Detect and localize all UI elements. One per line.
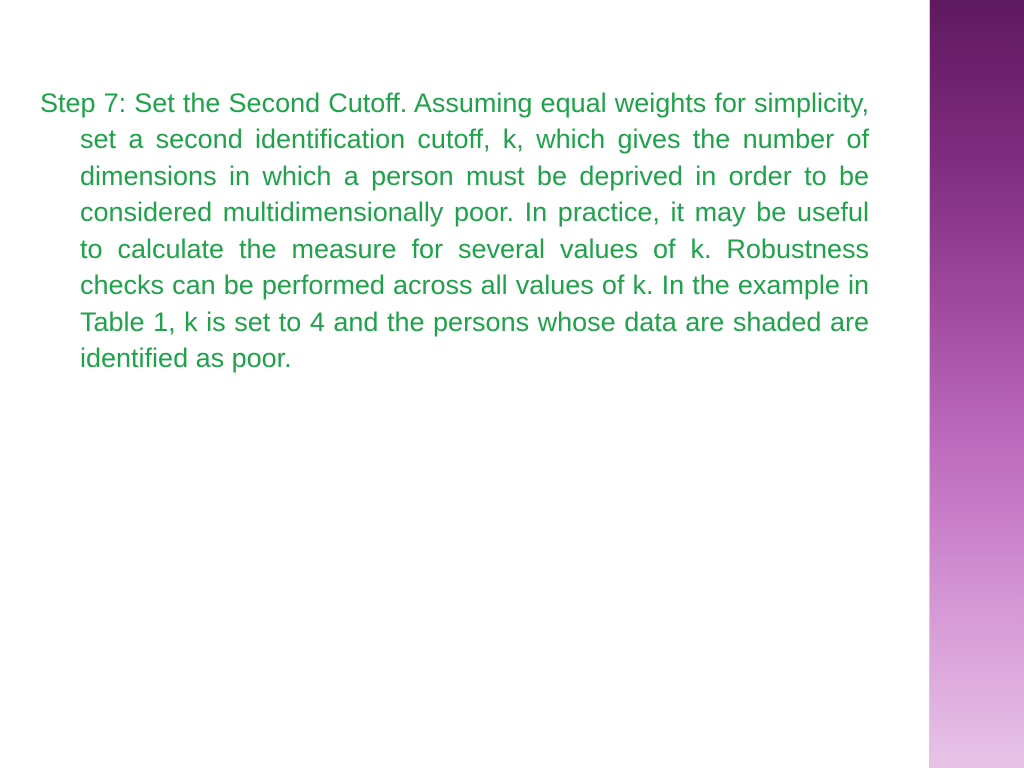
content-area: Step 7: Set the Second Cutoff. Assuming … [0, 0, 929, 768]
slide: Step 7: Set the Second Cutoff. Assuming … [0, 0, 1024, 768]
slide-body-text: Step 7: Set the Second Cutoff. Assuming … [40, 85, 869, 377]
decorative-sidebar [929, 0, 1024, 768]
